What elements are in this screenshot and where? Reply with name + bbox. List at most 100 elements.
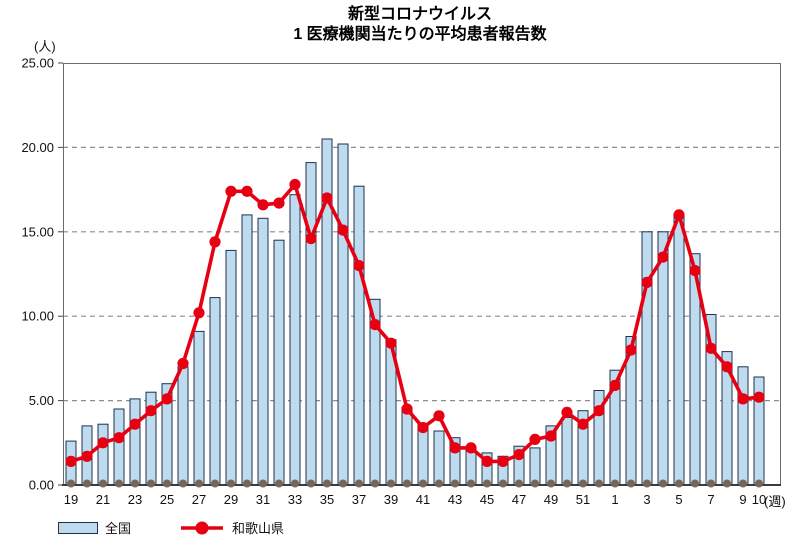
baseline-dot-week-23 (131, 479, 139, 488)
line-marker-week-22 (113, 432, 125, 444)
bar-week-31 (257, 217, 269, 486)
y-tick-label: 20.00 (21, 140, 54, 155)
line-marker-week-42 (433, 410, 445, 422)
x-tick-label-week-33: 33 (288, 492, 302, 507)
line-marker-week-9 (737, 393, 749, 405)
line-marker-week-24 (145, 405, 157, 417)
x-tick-label-week-19: 19 (64, 492, 78, 507)
line-marker-week-19 (65, 455, 77, 467)
baseline-dot-week-20 (83, 479, 91, 488)
line-marker-week-37 (353, 260, 365, 272)
x-tick-label-week-3: 3 (643, 492, 650, 507)
line-marker-week-30 (241, 185, 253, 197)
legend-wakayama-label: 和歌山県 (232, 521, 285, 536)
x-tick-label-week-29: 29 (224, 492, 238, 507)
bar-week-50 (561, 417, 573, 486)
baseline-dot-week-1 (611, 479, 619, 488)
baseline-dot-week-49 (547, 479, 555, 488)
line-marker-week-46 (497, 455, 509, 467)
x-tick-label-week-5: 5 (675, 492, 682, 507)
baseline-dot-week-45 (483, 479, 491, 488)
bar-week-5 (673, 214, 685, 486)
baseline-dot-week-8 (723, 479, 731, 488)
line-marker-week-49 (545, 430, 557, 442)
wakayama-line (69, 182, 761, 464)
x-tick-label-week-45: 45 (480, 492, 494, 507)
chart-title: 新型コロナウイルス 1 医療機関当たりの平均患者報告数 (20, 5, 800, 45)
baseline-dot-week-28 (211, 479, 219, 488)
x-tick-label-week-51: 51 (576, 492, 590, 507)
line-marker-week-26 (177, 357, 189, 370)
baseline-dot-week-47 (515, 479, 523, 488)
line-marker-week-44 (465, 442, 477, 454)
baseline-dot-week-2 (627, 479, 635, 488)
bar-week-48 (529, 447, 541, 486)
legend-dot-sample (195, 521, 209, 534)
legend-wakayama-marker (181, 521, 224, 534)
bar-week-34 (305, 162, 317, 486)
bar-week-9 (737, 366, 749, 486)
x-tick-label-week-39: 39 (384, 492, 398, 507)
line-marker-week-20 (81, 450, 93, 462)
baseline-dot-week-50 (563, 479, 571, 488)
baseline-dot-week-34 (307, 479, 315, 488)
y-tick-label: 0.00 (29, 478, 54, 493)
baseline-dot-week-35 (323, 479, 331, 488)
chart-title-line2: 1 医療機関当たりの平均患者報告数 (293, 26, 547, 43)
baseline-dot-week-22 (115, 479, 123, 488)
line-marker-week-23 (129, 418, 141, 430)
baseline-dot-week-32 (275, 479, 283, 488)
baseline-dot-week-26 (179, 479, 187, 488)
baseline-dot-week-48 (531, 479, 539, 488)
baseline-dot-week-52 (595, 479, 603, 488)
line-marker-week-2 (625, 344, 637, 356)
baseline-dot-week-3 (643, 479, 651, 488)
baseline-dot-week-6 (691, 479, 699, 488)
baseline-dot-week-24 (147, 479, 155, 488)
bar-week-3 (641, 231, 653, 486)
baseline-dot-week-37 (355, 479, 363, 488)
line-marker-week-3 (641, 276, 653, 288)
line-marker-week-33 (289, 178, 301, 191)
baseline-dot-week-40 (403, 479, 411, 488)
bar-week-27 (193, 330, 205, 486)
baseline-dot-week-43 (451, 479, 459, 488)
line-marker-week-10 (753, 391, 765, 403)
line-marker-week-1 (609, 379, 621, 391)
bar-week-23 (129, 398, 141, 486)
y-axis-unit-label: (人) (34, 39, 56, 54)
bar-week-21 (97, 423, 109, 486)
line-marker-week-35 (321, 192, 333, 204)
x-tick-label-week-9: 9 (739, 492, 746, 507)
line-marker-week-43 (449, 442, 461, 454)
legend-item-national: 全国 (58, 518, 131, 537)
legend-item-wakayama: 和歌山県 (179, 518, 284, 537)
x-tick-label-week-7: 7 (707, 492, 714, 507)
baseline-dot-week-10 (755, 479, 763, 488)
line-marker-week-47 (513, 449, 525, 461)
x-tick-label-week-41: 41 (416, 492, 430, 507)
baseline-dot-week-27 (195, 479, 203, 488)
baseline-dot-week-31 (259, 479, 267, 488)
baseline-dot-week-25 (163, 479, 171, 488)
x-tick-label-week-25: 25 (160, 492, 174, 507)
baseline-dot-week-36 (339, 479, 347, 488)
line-marker-week-8 (721, 361, 733, 373)
bar-week-32 (273, 239, 285, 486)
baseline-dot-week-44 (467, 479, 475, 488)
line-marker-week-5 (673, 209, 685, 221)
x-tick-label-week-23: 23 (128, 492, 142, 507)
bar-week-41 (417, 423, 429, 486)
line-marker-week-29 (225, 185, 237, 197)
bar-week-29 (225, 249, 237, 486)
baseline-dot-week-39 (387, 479, 395, 488)
line-marker-week-48 (529, 433, 541, 445)
x-tick-label-week-43: 43 (448, 492, 462, 507)
line-marker-week-50 (561, 406, 573, 418)
y-tick-label: 15.00 (21, 224, 54, 239)
baseline-dot-week-7 (707, 479, 715, 488)
line-marker-week-52 (593, 405, 605, 417)
bar-week-40 (401, 406, 413, 486)
baseline-dot-week-41 (419, 479, 427, 488)
x-tick-label-week-21: 21 (96, 492, 110, 507)
